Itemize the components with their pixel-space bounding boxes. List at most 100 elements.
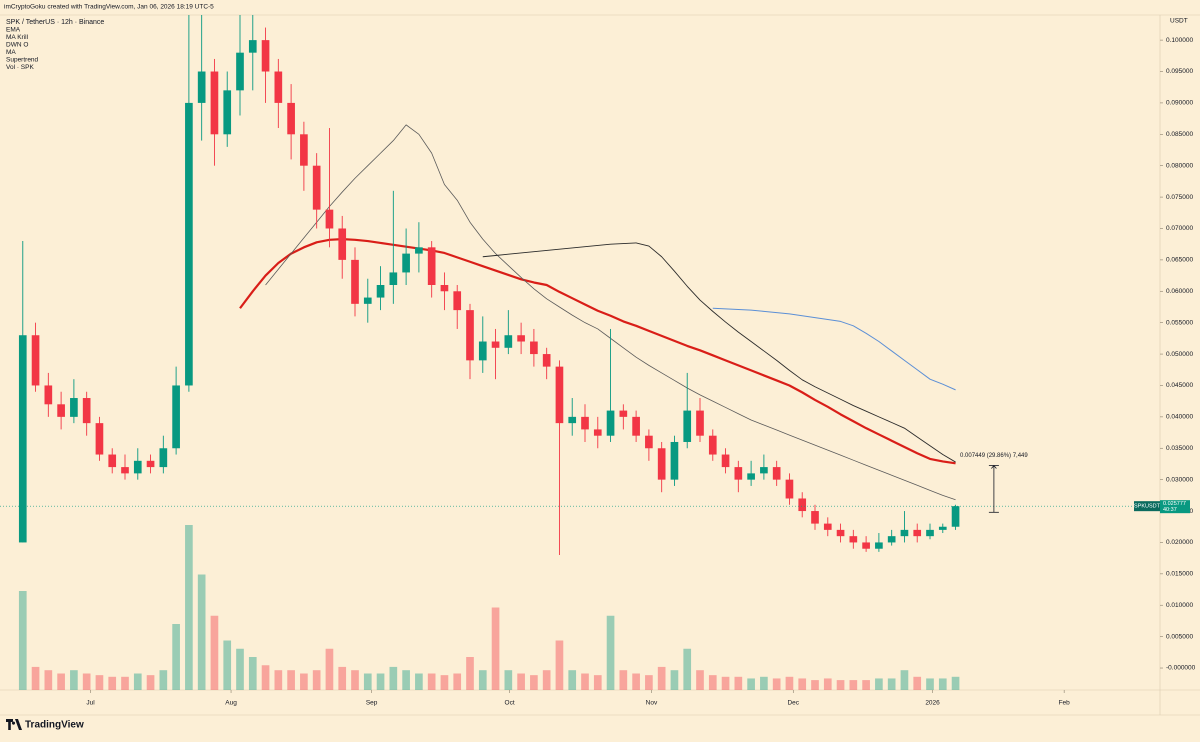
candle-body [875,542,883,549]
candle-body [491,341,500,348]
candle-body [862,542,870,549]
volume-bar [210,615,219,690]
volume-bar [938,678,947,690]
y-tick-label: 0.030000 [1166,476,1193,483]
candle-body [542,354,551,367]
volume-bar [836,680,845,690]
volume-bar [926,678,934,690]
volume-bar [18,591,27,690]
volume-bar [159,670,168,690]
y-tick-label: 0.050000 [1166,351,1193,358]
volume-bar [363,673,372,690]
volume-bar [402,670,410,690]
x-tick-label: Sep [366,700,378,707]
candle-body [248,40,257,53]
volume-bar [453,673,462,690]
y-tick-label: 0.100000 [1166,37,1193,44]
candle-body [785,479,794,499]
volume-bar [747,678,755,690]
volume-bar [172,624,180,690]
candle-body [696,410,704,436]
volume-bar [223,640,232,690]
volume-bar [887,678,896,690]
y-tick-label: 0.055000 [1166,319,1193,326]
candle-body [287,102,295,135]
volume-bar [823,678,832,690]
candle-body [427,247,436,285]
candle-body [568,416,577,424]
plot-area [18,15,960,690]
candle-body [670,441,679,480]
volume-bar [683,648,692,690]
candle-body [760,467,768,474]
volume-bar [670,670,679,690]
candle-body [159,448,168,468]
volume-bar [606,615,615,690]
volume-bar [466,657,474,690]
logo: TradingView [6,719,84,731]
y-tick-label: 0.045000 [1166,382,1193,389]
volume-bar [900,670,909,690]
moving-average [239,238,956,465]
volume-bar [248,657,257,690]
volume-bar [542,670,551,690]
volume-bar [236,648,244,690]
volume-bar [427,673,436,690]
x-tick-label: Dec [787,700,799,707]
volume-bar [95,675,104,690]
candle-body [325,209,334,229]
last-price-box [1160,500,1190,514]
candle-body [517,335,525,342]
y-tick-label: 0.090000 [1166,100,1193,107]
y-tick-label: 0.005000 [1166,633,1193,640]
volume-bar [57,673,65,690]
volume-bar [913,676,922,690]
candle-body [121,467,129,474]
y-tick-label: 0.010000 [1166,602,1193,609]
candle-body [734,467,743,480]
volume-bar [875,678,883,690]
moving-average [482,242,956,463]
volume-bar [721,676,730,690]
candle-body [581,416,589,430]
volume-bar [619,670,628,690]
candle-body [312,165,321,210]
volume-bar [478,670,487,690]
x-tick-label: Aug [225,700,237,707]
candle-body [708,435,717,455]
legend-entry: MA [6,49,16,56]
x-tick-label: 2026 [925,700,940,707]
volume-bar [312,670,321,690]
candle-body [530,341,538,355]
candle-body [415,247,423,254]
volume-bar [325,648,334,690]
volume-bar [31,666,40,690]
candle-body [683,410,692,442]
volume-bar [504,670,513,690]
header-text: imCryptoGoku created with TradingView.co… [4,4,214,11]
y-tick-label: 0.040000 [1166,414,1193,421]
candle-body [836,529,845,537]
last-price-symbol: SPKUSDT [1134,504,1161,510]
legend-entry: Vol · SPK [6,64,34,71]
volume-bar [274,670,283,690]
candle-body [70,398,78,417]
volume-bar [517,673,525,690]
volume-bar [261,665,270,690]
legend-entry: DWN O [6,42,28,49]
candle-body [453,291,462,311]
candle-body [887,536,896,543]
candle-body [798,498,807,512]
volume-bar [338,666,347,690]
candle-body [478,341,487,361]
candle-body [261,40,270,72]
y-tick-label: -0.000000 [1166,665,1196,672]
candle-body [351,259,359,304]
volume-bar [44,670,53,690]
volume-bar [108,676,117,690]
y-tick-label: 0.080000 [1166,162,1193,169]
candle-body [236,52,244,91]
volume-bar [376,673,385,690]
volume-bar [657,666,666,690]
candle-body [108,454,117,468]
